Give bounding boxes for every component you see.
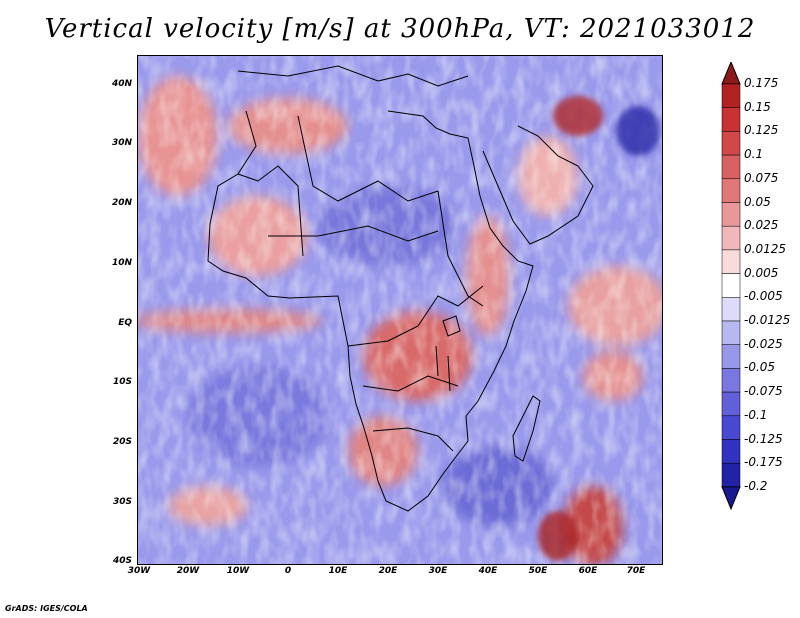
border-sahel-1 bbox=[268, 225, 439, 242]
lon-label-40e: 40E bbox=[478, 566, 498, 576]
colorbar-label: -0.005 bbox=[744, 289, 783, 304]
signal-south-ocean bbox=[538, 511, 578, 561]
colorbar-label: 0.025 bbox=[744, 218, 779, 233]
lon-label-30e: 30E bbox=[428, 566, 448, 576]
madagascar-coastline bbox=[512, 395, 541, 462]
border-central-2 bbox=[362, 375, 459, 392]
coastlines-borders bbox=[207, 65, 594, 512]
colorbar-label: -0.2 bbox=[744, 478, 768, 493]
colorbar-segment bbox=[721, 415, 741, 440]
colorbar-segment bbox=[721, 202, 741, 227]
lon-label-30w: 30W bbox=[127, 566, 151, 576]
colorbar-segment bbox=[721, 344, 741, 369]
colorbar-segment bbox=[721, 462, 741, 488]
great-lakes bbox=[435, 345, 451, 392]
colorbar-label: 0.125 bbox=[744, 123, 779, 138]
colorbar-segment bbox=[721, 320, 741, 345]
mediterranean-north bbox=[237, 65, 469, 87]
border-west-1 bbox=[237, 165, 304, 257]
lon-label-50e: 50E bbox=[528, 566, 548, 576]
colorbar-label: -0.125 bbox=[744, 431, 783, 446]
border-south-1 bbox=[372, 427, 454, 452]
colorbar-label: -0.0125 bbox=[744, 313, 791, 327]
colorbar-segment bbox=[721, 225, 741, 251]
signal-zagros bbox=[553, 96, 603, 136]
colorbar-label: 0.05 bbox=[744, 194, 771, 209]
africa-coastline bbox=[207, 110, 534, 512]
chart-title: Vertical velocity [m/s] at 300hPa, VT: 2… bbox=[44, 14, 756, 44]
border-north-1 bbox=[297, 115, 439, 202]
colorbar-segment bbox=[721, 391, 741, 417]
border-central-1 bbox=[347, 285, 484, 347]
colorbar-label: 0.175 bbox=[744, 76, 779, 90]
arabia-coastline bbox=[482, 125, 594, 245]
border-east-1 bbox=[437, 190, 484, 307]
vertical-velocity-map bbox=[138, 56, 662, 564]
colorbar-label: 0.075 bbox=[744, 170, 779, 185]
signal-iran-plateau bbox=[616, 106, 660, 156]
colorbar-label: 0.005 bbox=[744, 265, 779, 280]
colorbar-segment bbox=[721, 273, 741, 298]
colorbar-segment bbox=[721, 178, 741, 203]
colorbar-label: 0.15 bbox=[744, 99, 771, 114]
colorbar-segment bbox=[721, 154, 741, 180]
lon-label-20e: 20E bbox=[378, 566, 398, 576]
colorbar-label: -0.175 bbox=[744, 455, 783, 470]
texture-red bbox=[138, 56, 662, 564]
lon-label-0: 0 bbox=[284, 566, 292, 576]
colorbar-label: -0.025 bbox=[744, 336, 783, 351]
lon-label-20w: 20W bbox=[176, 566, 200, 576]
colorbar-label: -0.075 bbox=[744, 384, 783, 399]
lon-label-10e: 10E bbox=[328, 566, 348, 576]
lat-label-40s: 40S bbox=[112, 556, 132, 566]
lon-label-70e: 70E bbox=[626, 566, 646, 576]
lat-label-20n: 20N bbox=[111, 198, 132, 208]
colorbar-segment bbox=[721, 131, 741, 156]
colorbar-segment bbox=[721, 368, 741, 393]
colorbar-segment bbox=[721, 439, 741, 464]
colorbar-label: -0.1 bbox=[744, 407, 768, 422]
colorbar-top-arrow bbox=[721, 62, 741, 85]
lat-label-30s: 30S bbox=[112, 497, 132, 507]
lat-label-eq: EQ bbox=[118, 318, 132, 328]
colorbar-segment bbox=[721, 83, 741, 108]
lat-label-10s: 10S bbox=[112, 377, 132, 387]
lake-victoria bbox=[442, 315, 461, 337]
colorbar-segment bbox=[721, 297, 741, 322]
lat-label-20s: 20S bbox=[112, 437, 132, 447]
colorbar-bottom-arrow bbox=[721, 486, 741, 511]
colorbar-label: 0.1 bbox=[744, 147, 764, 162]
lon-label-60e: 60E bbox=[578, 566, 598, 576]
lat-label-30n: 30N bbox=[111, 138, 132, 148]
strong-signal-iran bbox=[538, 96, 660, 561]
lon-label-10w: 10W bbox=[226, 566, 250, 576]
colorbar-label: 0.0125 bbox=[744, 241, 786, 256]
colorbar-segment bbox=[721, 107, 741, 132]
grads-credit: GrADS: IGES/COLA bbox=[5, 604, 88, 613]
colorbar-label: -0.05 bbox=[744, 360, 776, 375]
colorbar-segment bbox=[721, 249, 741, 274]
colorbar bbox=[721, 62, 741, 511]
lat-label-10n: 10N bbox=[111, 258, 132, 268]
map-plot-area bbox=[137, 55, 663, 565]
lat-label-40n: 40N bbox=[111, 79, 132, 89]
